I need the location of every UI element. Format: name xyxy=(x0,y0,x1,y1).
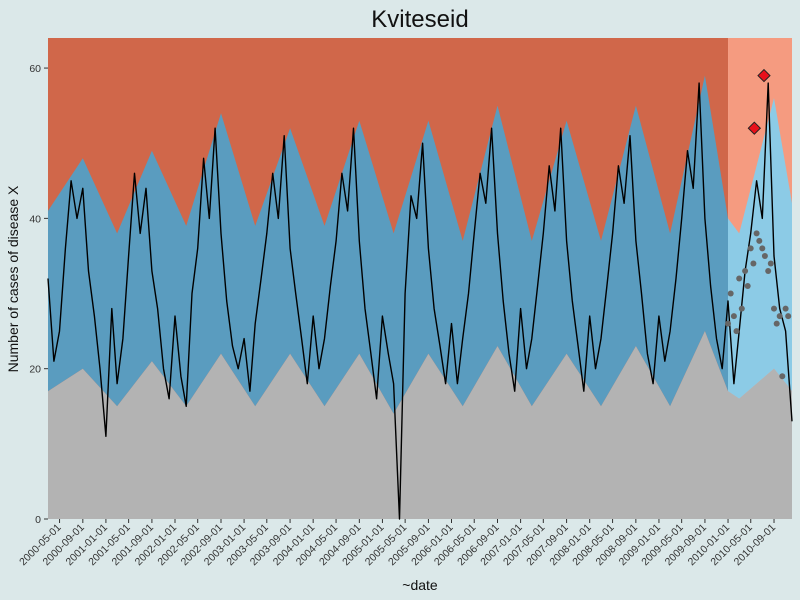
forecast-point-17 xyxy=(773,320,780,327)
forecast-point-3 xyxy=(733,328,740,335)
forecast-point-19 xyxy=(779,373,786,380)
y-tick-label-0: 0 xyxy=(35,514,41,526)
chart-title: Kviteseid xyxy=(371,6,468,33)
forecast-point-1 xyxy=(727,290,734,297)
forecast-point-8 xyxy=(747,245,754,252)
forecast-point-11 xyxy=(756,237,763,244)
forecast-point-18 xyxy=(776,313,783,320)
plot-area xyxy=(47,38,793,520)
forecast-point-2 xyxy=(730,313,737,320)
forecast-point-13 xyxy=(761,253,768,259)
alert-point-0 xyxy=(747,121,762,135)
forecast-point-20 xyxy=(782,305,789,312)
forecast-point-10 xyxy=(753,230,760,237)
forecast-point-12 xyxy=(759,245,766,252)
forecast-point-9 xyxy=(750,260,757,267)
low-zone-baseline xyxy=(48,331,728,519)
y-axis-label: Number of cases of disease X xyxy=(5,185,21,372)
forecast-point-7 xyxy=(744,283,751,289)
forecast-point-4 xyxy=(736,275,743,282)
forecast-point-21 xyxy=(785,313,792,320)
forecast-point-15 xyxy=(767,260,774,267)
x-axis-label: ~date xyxy=(402,577,438,593)
forecast-point-14 xyxy=(765,268,772,274)
y-tick-label-3: 60 xyxy=(29,63,41,75)
y-tick-label-2: 40 xyxy=(29,213,41,225)
forecast-point-5 xyxy=(738,305,745,312)
forecast-point-6 xyxy=(742,268,749,274)
forecast-point-16 xyxy=(771,305,777,312)
axes: 02040602000-05-012000-09-012001-01-01200… xyxy=(17,63,778,568)
low-zone-forecast xyxy=(728,368,792,519)
forecast-point-0 xyxy=(725,320,731,327)
alert-point-1 xyxy=(757,68,771,83)
series-line-0 xyxy=(47,82,793,520)
y-tick-label-1: 20 xyxy=(29,364,41,376)
